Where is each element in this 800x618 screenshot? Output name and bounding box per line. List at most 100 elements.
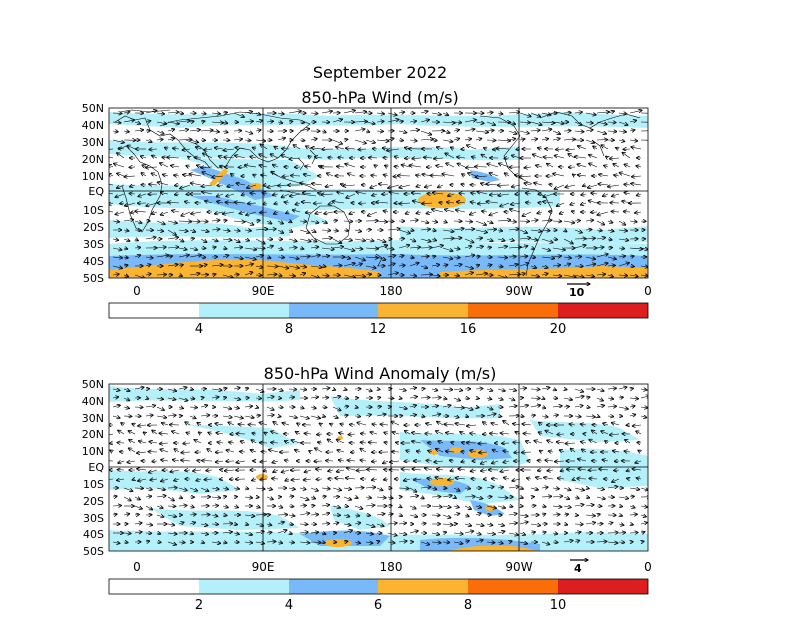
wind-arrow — [464, 246, 472, 248]
wind-arrow — [178, 221, 192, 222]
wind-arrow — [607, 221, 613, 223]
wind-arrow — [225, 202, 235, 203]
lon-label: 0 — [133, 560, 141, 574]
wind-arrow — [585, 229, 592, 230]
wind-arrow — [310, 255, 320, 257]
wind-arrow — [464, 120, 476, 122]
wind-arrow — [160, 211, 169, 215]
wind-arrow — [552, 239, 558, 240]
wind-arrow — [554, 184, 565, 189]
wind-arrow — [519, 131, 529, 134]
wind-arrow — [124, 176, 136, 177]
colorbar-swatch — [199, 303, 289, 318]
wind-arrow — [411, 193, 422, 194]
wind-arrow — [577, 175, 587, 176]
wind-arrow — [559, 212, 565, 214]
wind-arrow — [431, 230, 436, 231]
wind-arrow — [564, 230, 567, 232]
wind-arrow — [376, 256, 386, 260]
colorbar-swatch — [199, 579, 289, 594]
wind-arrow — [599, 174, 609, 176]
panel-1-title: 850-hPa Wind (m/s) — [301, 88, 459, 107]
wind-arrow — [343, 257, 351, 259]
wind-arrow — [332, 201, 345, 203]
wind-arrow — [574, 257, 582, 258]
wind-arrow — [255, 220, 260, 221]
wind-arrow — [398, 140, 403, 141]
wind-arrow — [178, 130, 189, 132]
wind-arrow — [171, 166, 180, 168]
wind-arrow — [508, 257, 516, 258]
wind-arrow — [349, 212, 356, 214]
wind-arrow — [200, 130, 213, 131]
wind-arrow — [222, 122, 228, 123]
wind-arrow — [325, 185, 334, 187]
wind-arrow — [299, 221, 307, 222]
wind-arrow — [321, 221, 327, 223]
wind-arrow — [631, 147, 642, 149]
wind-arrow — [112, 266, 122, 268]
wind-arrow — [288, 248, 297, 249]
wind-arrow — [130, 185, 136, 187]
wind-arrow — [532, 154, 543, 159]
wind-arrow — [442, 230, 454, 232]
wind-arrow — [310, 139, 317, 140]
wind-arrow — [504, 173, 510, 176]
wind-arrow — [475, 238, 482, 239]
wind-arrow — [365, 139, 375, 143]
wind-arrow — [189, 255, 202, 257]
wind-arrow — [160, 192, 169, 194]
wind-arrow — [577, 164, 587, 168]
wind-arrow — [629, 221, 637, 222]
wind-arrow — [299, 122, 305, 123]
wind-arrow — [134, 122, 140, 124]
wind-arrow — [574, 112, 582, 113]
wind-arrow — [541, 220, 552, 221]
wind-arrow — [365, 239, 374, 241]
wind-arrow — [305, 166, 312, 167]
wind-arrow — [173, 148, 180, 149]
wind-arrow — [167, 221, 177, 223]
wind-arrow — [134, 255, 141, 257]
colorbar-swatch — [289, 303, 378, 318]
wind-arrow — [563, 257, 571, 258]
wind-arrow — [300, 183, 312, 185]
lat-label: 40S — [83, 255, 104, 268]
wind-arrow — [547, 164, 554, 168]
wind-arrow — [475, 229, 487, 233]
wind-arrow — [553, 174, 565, 177]
wind-arrow — [343, 110, 355, 114]
wind-arrow — [497, 257, 508, 258]
wind-arrow — [217, 201, 224, 203]
wind-arrow — [618, 230, 627, 231]
wind-arrow — [457, 163, 466, 168]
wind-arrow — [129, 193, 136, 194]
lat-label: 50N — [82, 102, 104, 115]
wind-arrow — [398, 239, 405, 240]
wind-arrow — [367, 211, 378, 216]
wind-arrow — [554, 156, 565, 159]
wind-arrow — [332, 247, 344, 248]
wind-arrow — [167, 157, 180, 158]
wind-arrow — [236, 183, 246, 185]
wind-arrow — [321, 238, 332, 239]
wind-arrow — [486, 221, 493, 223]
wind-arrow — [252, 147, 256, 149]
wind-arrow — [430, 175, 444, 176]
wind-arrow — [607, 257, 616, 259]
wind-arrow — [624, 192, 631, 194]
wind-arrow — [420, 229, 430, 230]
wind-arrow — [167, 112, 179, 113]
wind-arrow — [416, 185, 422, 187]
wind-arrow — [244, 220, 254, 225]
wind-arrow — [398, 265, 405, 266]
wind-arrow — [541, 247, 551, 251]
wind-arrow — [607, 230, 614, 231]
wind-arrow — [591, 193, 598, 194]
wind-arrow — [372, 194, 378, 196]
wind-arrow — [464, 238, 474, 243]
wind-arrow — [399, 203, 411, 204]
shading-band — [109, 220, 290, 238]
wind-arrow — [574, 131, 584, 132]
wind-arrow — [308, 156, 311, 158]
